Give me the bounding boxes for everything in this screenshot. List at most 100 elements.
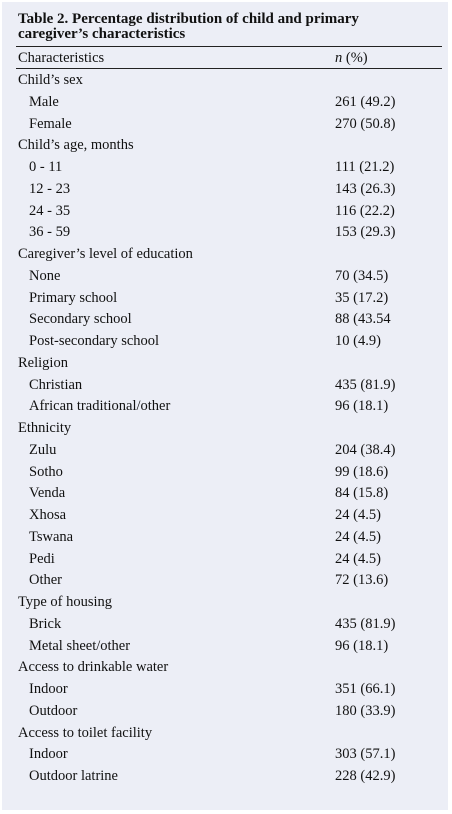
item-row: Outdoor latrine 228 (42.9) [2, 766, 448, 787]
item-row: Sotho 99 (18.6) [2, 462, 448, 483]
group-label: Type of housing [18, 594, 113, 610]
item-row: 12 - 23 143 (26.3) [2, 179, 448, 200]
item-row: Venda 84 (15.8) [2, 483, 448, 504]
header-cell: Characteristics [18, 50, 105, 66]
item-value: 24 (4.5) [335, 507, 381, 523]
item-row: 36 - 59 153 (29.3) [2, 222, 448, 243]
group-label: Religion [18, 354, 68, 371]
rule [16, 46, 442, 47]
item-value: 270 (50.8) [335, 115, 396, 132]
item-value: 70 (34.5) [335, 267, 389, 284]
item-row: Other 72 (13.6) [2, 570, 448, 591]
item-label: 24 - 35 [29, 202, 71, 219]
group-label: Child’s sex [18, 72, 83, 88]
item-label: Post-secondary school [29, 333, 160, 349]
item-label: Outdoor latrine [29, 768, 118, 784]
item-value: 24 (4.5) [335, 550, 381, 567]
item-row: Outdoor 180 (33.9) [2, 701, 448, 722]
item-value: 116 (22.2) [335, 202, 395, 219]
item-row: 24 - 35 116 (22.2) [2, 201, 448, 222]
table-panel: Table 2. Percentage distribution of chil… [2, 2, 448, 810]
header-cell: n (%) [335, 48, 368, 69]
item-label: 0 - 11 [29, 159, 63, 175]
item-value: 153 (29.3) [335, 224, 396, 241]
item-row: Xhosa 24 (4.5) [2, 505, 448, 526]
group-row: Child’s age, months [2, 135, 448, 156]
item-row: Male 261 (49.2) [2, 92, 448, 113]
item-value: 435 (81.9) [335, 615, 396, 632]
table-title: Table 2. Percentage distribution of chil… [18, 11, 359, 42]
item-value: 261 (49.2) [335, 93, 396, 110]
item-label: Female [29, 115, 72, 132]
group-row: Ethnicity [2, 418, 448, 439]
item-value: 10 (4.9) [335, 333, 381, 349]
item-label: None [29, 267, 61, 284]
item-row: Secondary school 88 (43.54 [2, 309, 448, 330]
item-row: Post-secondary school 10 (4.9) [2, 331, 448, 352]
item-label: Venda [29, 485, 66, 502]
item-label: Xhosa [29, 507, 67, 523]
group-row: Access to toilet facility [2, 723, 448, 744]
item-row: Pedi 24 (4.5) [2, 549, 448, 570]
group-label: Access to toilet facility [18, 724, 153, 741]
item-value: 143 (26.3) [335, 180, 396, 197]
item-value: 72 (13.6) [335, 572, 389, 589]
group-label: Child’s age, months [18, 137, 134, 154]
item-label: Male [29, 93, 59, 110]
group-row: Child’s sex [2, 70, 448, 91]
item-label: Christian [29, 376, 83, 393]
item-value: 84 (15.8) [335, 485, 389, 502]
item-label: Pedi [29, 550, 55, 567]
item-value: 111 (21.2) [335, 159, 395, 175]
item-row: Brick 435 (81.9) [2, 614, 448, 635]
item-row: Zulu 204 (38.4) [2, 440, 448, 461]
item-row: Metal sheet/other 96 (18.1) [2, 636, 448, 657]
item-value: 435 (81.9) [335, 376, 396, 393]
item-row: Tswana 24 (4.5) [2, 527, 448, 548]
header-n: n [335, 50, 343, 66]
item-value: 351 (66.1) [335, 681, 396, 697]
item-value: 99 (18.6) [335, 463, 389, 480]
header-percent: (%) [345, 50, 368, 66]
item-row: None 70 (34.5) [2, 266, 448, 287]
group-row: Religion [2, 353, 448, 374]
item-value: 303 (57.1) [335, 746, 396, 763]
item-row: Female 270 (50.8) [2, 114, 448, 135]
item-value: 96 (18.1) [335, 398, 389, 415]
item-label: Outdoor [29, 702, 78, 719]
group-row: Type of housing [2, 592, 448, 613]
item-row: Indoor 351 (66.1) [2, 679, 448, 700]
item-row: Primary school 35 (17.2) [2, 288, 448, 309]
item-label: Brick [29, 615, 62, 632]
item-label: Secondary school [29, 311, 132, 328]
item-value: 24 (4.5) [335, 528, 381, 545]
item-label: 12 - 23 [29, 180, 71, 197]
item-row: Christian 435 (81.9) [2, 375, 448, 396]
group-label: Ethnicity [18, 420, 72, 436]
item-label: Tswana [29, 528, 74, 545]
item-value: 96 (18.1) [335, 637, 389, 654]
item-label: Sotho [29, 463, 63, 480]
item-value: 204 (38.4) [335, 441, 396, 458]
item-label: Other [29, 572, 63, 589]
group-label: Caregiver’s level of education [18, 246, 193, 262]
rule [16, 68, 442, 69]
item-value: 228 (42.9) [335, 768, 396, 784]
item-label: Metal sheet/other [29, 637, 131, 654]
item-row: 0 - 11 111 (21.2) [2, 157, 448, 178]
group-row: Access to drinkable water [2, 657, 448, 678]
item-row: Indoor 303 (57.1) [2, 744, 448, 765]
item-row: African traditional/other 96 (18.1) [2, 396, 448, 417]
item-value: 35 (17.2) [335, 289, 389, 306]
item-label: African traditional/other [29, 398, 171, 415]
item-label: Indoor [29, 681, 68, 697]
item-value: 88 (43.54 [335, 311, 391, 328]
item-label: Zulu [29, 441, 57, 458]
header-row: Characteristics n (%) [2, 48, 448, 69]
item-value: 180 (33.9) [335, 702, 396, 719]
item-label: Primary school [29, 289, 118, 306]
group-row: Caregiver’s level of education [2, 244, 448, 265]
group-label: Access to drinkable water [18, 659, 169, 676]
item-label: Indoor [29, 746, 68, 763]
